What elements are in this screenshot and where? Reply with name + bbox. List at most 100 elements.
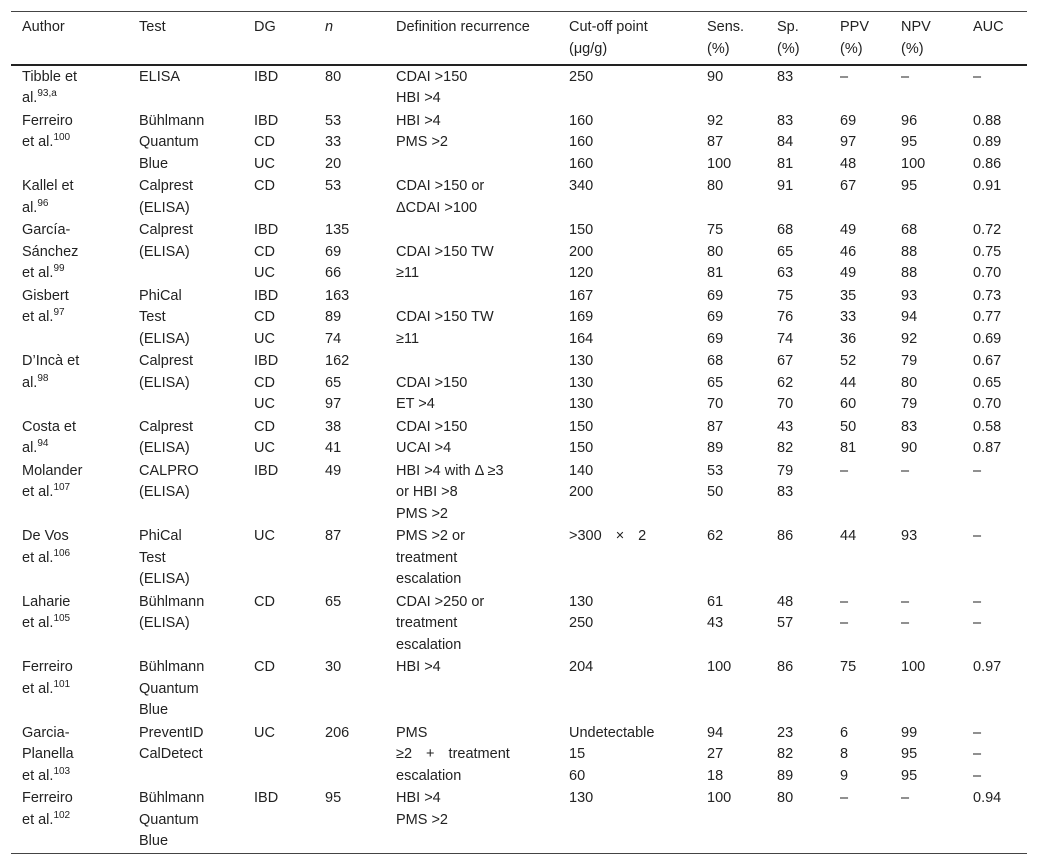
cell-text: UC xyxy=(254,265,275,281)
table-cell: 0.72 0.75 0.70 xyxy=(962,220,1027,286)
table-cell: CD xyxy=(243,176,314,220)
cell-text: 130 xyxy=(569,593,594,610)
table-cell: 48 57 xyxy=(766,591,829,657)
table-cell: 44 xyxy=(829,526,890,592)
cell-text: UCAI >4 xyxy=(396,440,452,456)
cell-line: (ELISA) xyxy=(139,242,243,264)
cell-text: – xyxy=(840,462,849,479)
cell-text: HBI >4 with Δ ≥3 xyxy=(396,462,504,479)
cell-text: 250 xyxy=(569,68,594,85)
table-cell: Kallel et al.96 xyxy=(11,176,128,220)
table-cell: CD UC xyxy=(243,416,314,460)
cell-text: 0.73 xyxy=(973,287,1002,304)
cell-line: AUC xyxy=(973,17,1027,39)
cell-text: Calprest xyxy=(139,353,193,369)
cell-line: 80 xyxy=(901,373,962,395)
cell-text: ET >4 xyxy=(396,396,435,412)
cell-line: 100 xyxy=(707,154,766,176)
cell-text: 204 xyxy=(569,659,594,675)
reference: 98 xyxy=(37,372,49,384)
cell-line: 83 xyxy=(777,482,829,504)
cell-text: 83 xyxy=(777,68,794,85)
cell-line: – xyxy=(973,592,1027,614)
cell-text: – xyxy=(973,767,982,784)
table-cell: IBD CD UC xyxy=(243,110,314,176)
cell-text: 100 xyxy=(707,659,732,675)
cell-line: Quantum xyxy=(139,132,243,154)
cell-text: 0.72 xyxy=(973,222,1002,238)
cell-line: 200 xyxy=(569,242,696,264)
cell-text: 130 xyxy=(569,374,594,391)
table-cell: IBD xyxy=(243,65,314,110)
cell-text: 99 xyxy=(901,724,918,741)
cell-text: et al. xyxy=(22,265,54,281)
reference: 101 xyxy=(53,678,71,690)
cell-line: PhiCal xyxy=(139,526,243,548)
table-cell: 83 90 xyxy=(890,416,962,460)
reference: 103 xyxy=(53,765,71,777)
cell-text: 163 xyxy=(325,287,350,304)
cell-text: 68 xyxy=(707,353,724,369)
column-header: Sp. (%) xyxy=(766,12,829,66)
cell-text: – xyxy=(901,68,910,85)
cell-text: 9 xyxy=(840,767,849,784)
cell-line: 84 xyxy=(777,132,829,154)
table-cell: 35 33 36 xyxy=(829,285,890,351)
cell-text: (%) xyxy=(707,40,730,57)
table-cell: 23 82 89 xyxy=(766,722,829,788)
cell-text: 43 xyxy=(707,615,724,631)
cell-line: 169 xyxy=(569,307,696,329)
cell-line: 130 xyxy=(569,592,696,614)
cell-text: 69 xyxy=(707,287,724,304)
cell-line: 69 xyxy=(325,242,385,264)
cell-text: Cut-off point xyxy=(569,19,648,35)
cell-text: UC xyxy=(254,440,275,456)
cell-text: 84 xyxy=(777,134,794,150)
cell-line: – xyxy=(901,788,962,810)
cell-line: Calprest xyxy=(139,176,243,198)
cell-line: 130 xyxy=(569,788,696,810)
table-row: Tibble et al.93,a ELISA IBD 80 CDAI >150 HBI >… xyxy=(11,65,1027,110)
table-cell: 130 xyxy=(558,788,696,854)
cell-line: UCAI >4 xyxy=(396,438,558,460)
cell-line: (ELISA) xyxy=(139,438,243,460)
cell-text: 150 xyxy=(569,222,594,238)
cell-line: et al.102 xyxy=(22,810,128,832)
cell-line: treatment xyxy=(396,548,558,570)
cell-line: treatment xyxy=(396,613,558,635)
table-cell: 130 130 130 xyxy=(558,351,696,417)
cell-text: (ELISA) xyxy=(139,615,190,631)
table-cell: 49 xyxy=(314,460,385,526)
cell-text: IBD xyxy=(254,222,279,238)
cell-line: ≥11 xyxy=(396,329,558,351)
cell-line: 68 xyxy=(777,220,829,242)
cell-line: – xyxy=(973,723,1027,745)
cell-line: 0.91 xyxy=(973,176,1027,198)
table-cell: Bühlmann Quantum Blue xyxy=(128,788,243,854)
cell-text: 164 xyxy=(569,330,594,347)
table-body: Tibble et al.93,a ELISA IBD 80 CDAI >150 HBI >… xyxy=(11,65,1027,854)
cell-text: 69 xyxy=(325,243,342,260)
cell-text: ΔCDAI >100 xyxy=(396,199,478,216)
table-cell: 68 65 63 xyxy=(766,220,829,286)
table-cell: 62 xyxy=(696,526,766,592)
table-cell: 90 xyxy=(696,65,766,110)
cell-text: 80 xyxy=(707,178,724,194)
cell-text: Quantum xyxy=(139,680,199,697)
cell-text: PhiCal xyxy=(139,287,182,304)
table-cell: 87 89 xyxy=(696,416,766,460)
cell-text: – xyxy=(840,68,849,85)
cell-text: CD xyxy=(254,593,275,610)
cell-line: 0.94 xyxy=(973,788,1027,810)
cell-line xyxy=(396,351,558,373)
table-cell: 87 xyxy=(314,526,385,592)
table-cell: Garcia- Planella et al.103 xyxy=(11,722,128,788)
cell-text: 80 xyxy=(901,374,918,391)
cell-text: – xyxy=(901,593,910,610)
reference: 107 xyxy=(53,482,71,494)
cell-text: 81 xyxy=(840,440,857,456)
cell-line: HBI >4 xyxy=(396,788,558,810)
cell-text: escalation xyxy=(396,767,462,784)
cell-text: et al. xyxy=(22,134,54,150)
